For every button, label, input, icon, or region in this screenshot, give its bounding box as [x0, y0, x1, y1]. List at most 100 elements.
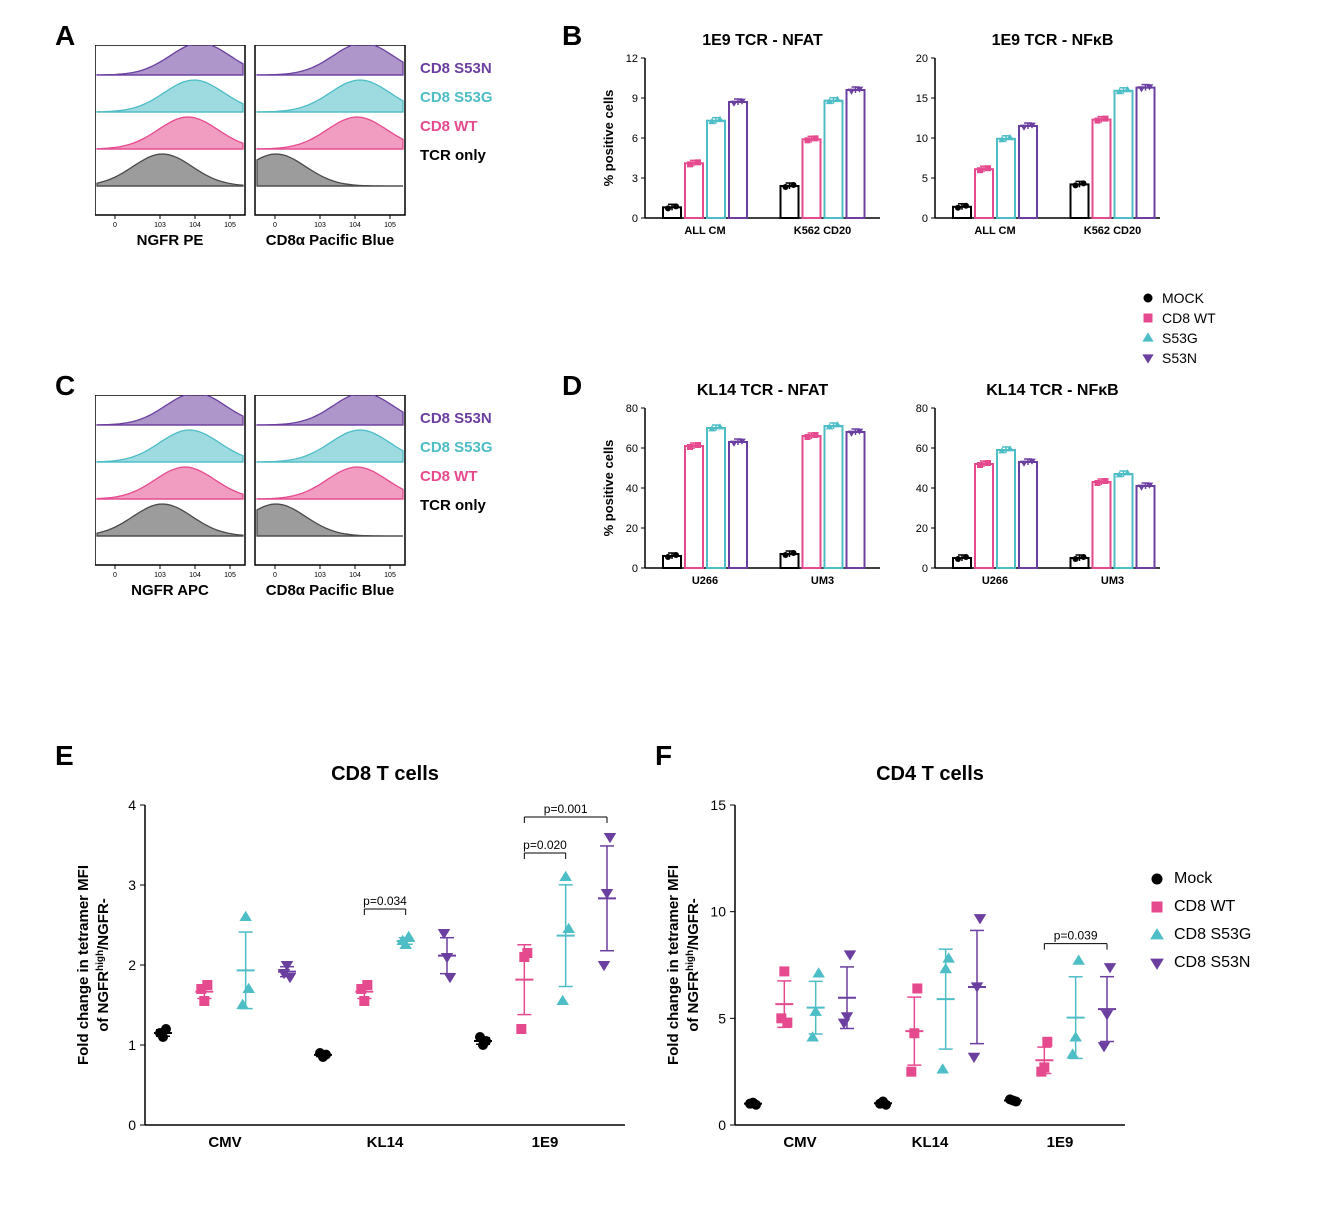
- svg-text:105: 105: [384, 222, 396, 229]
- legend-item: CD8 S53N: [420, 60, 493, 77]
- svg-text:104: 104: [189, 572, 201, 579]
- legend-item: S53N: [1140, 350, 1216, 366]
- panel-c-histograms: 0 103 104 105 0 103 104 105 NGFR APC CD8α Pacific…: [95, 395, 415, 610]
- svg-text:0: 0: [632, 563, 638, 575]
- svg-text:15: 15: [916, 93, 928, 105]
- svg-text:UM3: UM3: [811, 575, 834, 587]
- legend-item: TCR only: [420, 147, 493, 164]
- svg-text:KL14: KL14: [367, 1134, 404, 1151]
- panel-label-a: A: [55, 20, 75, 52]
- svg-text:10: 10: [916, 133, 928, 145]
- svg-text:3: 3: [128, 877, 136, 893]
- svg-text:K562 CD20: K562 CD20: [794, 225, 851, 237]
- svg-text:104: 104: [349, 222, 361, 229]
- svg-text:CD8 T cells: CD8 T cells: [331, 763, 439, 785]
- svg-text:0: 0: [273, 222, 277, 229]
- svg-text:103: 103: [314, 222, 326, 229]
- panel-c-legend: CD8 S53N CD8 S53G CD8 WT TCR only: [420, 410, 493, 526]
- svg-text:NGFR APC: NGFR APC: [131, 582, 209, 599]
- legend-item: CD8 WT: [420, 468, 493, 485]
- legend-item: CD8 WT: [1148, 898, 1251, 916]
- svg-text:105: 105: [224, 572, 236, 579]
- legend-item: CD8 S53N: [1148, 954, 1251, 972]
- svg-text:Fold change in tetramer MFI: Fold change in tetramer MFI: [665, 865, 682, 1065]
- panel-b-charts: 1E9 TCR - NFAT036912ALL CMK562 CD20% pos…: [600, 30, 1160, 265]
- legend-item: CD8 WT: [1140, 310, 1216, 326]
- svg-text:4: 4: [128, 797, 136, 813]
- svg-text:80: 80: [916, 403, 928, 415]
- svg-text:20: 20: [916, 523, 928, 535]
- svg-text:p=0.039: p=0.039: [1054, 929, 1098, 943]
- svg-text:105: 105: [224, 222, 236, 229]
- legend-item: MOCK: [1140, 290, 1216, 306]
- scatter-legend: Mock CD8 WT CD8 S53G CD8 S53N: [1148, 870, 1251, 982]
- legend-item: CD8 S53N: [420, 410, 493, 427]
- svg-text:CD8α Pacific Blue: CD8α Pacific Blue: [266, 232, 394, 249]
- svg-text:20: 20: [626, 523, 638, 535]
- svg-text:40: 40: [626, 483, 638, 495]
- svg-text:9: 9: [632, 93, 638, 105]
- svg-text:UM3: UM3: [1101, 575, 1124, 587]
- svg-text:5: 5: [718, 1010, 726, 1026]
- svg-text:p=0.001: p=0.001: [544, 802, 588, 816]
- legend-item: CD8 S53G: [1148, 926, 1251, 944]
- svg-text:5: 5: [922, 173, 928, 185]
- panel-label-d: D: [562, 370, 582, 402]
- svg-text:15: 15: [710, 797, 726, 813]
- svg-text:CMV: CMV: [208, 1134, 241, 1151]
- svg-text:U266: U266: [692, 575, 718, 587]
- svg-text:1E9: 1E9: [1047, 1134, 1074, 1151]
- svg-text:p=0.020: p=0.020: [523, 838, 567, 852]
- legend-item: TCR only: [420, 497, 493, 514]
- svg-text:40: 40: [916, 483, 928, 495]
- panel-f-chart: CD4 T cells 0 5 10 15 Fold change in tetramer…: [660, 760, 1140, 1195]
- panel-label-b: B: [562, 20, 582, 52]
- svg-text:p=0.034: p=0.034: [363, 894, 407, 908]
- svg-text:0: 0: [128, 1117, 136, 1133]
- svg-text:KL14 TCR - NFκB: KL14 TCR - NFκB: [986, 382, 1118, 399]
- svg-text:0: 0: [632, 213, 638, 225]
- svg-text:10: 10: [710, 904, 726, 920]
- svg-text:CD4 T cells: CD4 T cells: [876, 763, 984, 785]
- svg-text:1: 1: [128, 1037, 136, 1053]
- svg-text:0: 0: [922, 563, 928, 575]
- svg-text:60: 60: [916, 443, 928, 455]
- panel-d-charts: KL14 TCR - NFAT 0 20 40 60 80 U266 UM3 % positiv…: [600, 380, 1160, 615]
- svg-text:CMV: CMV: [783, 1134, 816, 1151]
- svg-text:0: 0: [718, 1117, 726, 1133]
- svg-text:103: 103: [154, 572, 166, 579]
- svg-text:0: 0: [273, 572, 277, 579]
- svg-text:KL14 TCR - NFAT: KL14 TCR - NFAT: [697, 382, 828, 399]
- svg-text:60: 60: [626, 443, 638, 455]
- svg-text:ALL CM: ALL CM: [684, 225, 725, 237]
- svg-text:NGFR PE: NGFR PE: [137, 232, 204, 249]
- svg-text:0: 0: [113, 222, 117, 229]
- svg-text:3: 3: [632, 173, 638, 185]
- svg-text:103: 103: [154, 222, 166, 229]
- svg-text:% positive cells: % positive cells: [601, 440, 616, 537]
- svg-text:ALL CM: ALL CM: [974, 225, 1015, 237]
- panel-label-c: C: [55, 370, 75, 402]
- legend-item: CD8 S53G: [420, 89, 493, 106]
- legend-item: Mock: [1148, 870, 1251, 888]
- svg-text:KL14: KL14: [912, 1134, 949, 1151]
- legend-item: CD8 WT: [420, 118, 493, 135]
- panel-a-histograms: 01031041050103104105NGFR PECD8α Pacific …: [95, 45, 415, 260]
- svg-text:20: 20: [916, 53, 928, 65]
- svg-text:12: 12: [626, 53, 638, 65]
- svg-text:1E9 TCR - NFκB: 1E9 TCR - NFκB: [992, 32, 1114, 49]
- svg-text:K562 CD20: K562 CD20: [1084, 225, 1141, 237]
- svg-text:CD8α Pacific Blue: CD8α Pacific Blue: [266, 582, 394, 599]
- legend-item: S53G: [1140, 330, 1216, 346]
- svg-text:2: 2: [128, 957, 136, 973]
- svg-text:103: 103: [314, 572, 326, 579]
- svg-text:0: 0: [113, 572, 117, 579]
- svg-text:% positive cells: % positive cells: [601, 90, 616, 187]
- svg-text:105: 105: [384, 572, 396, 579]
- svg-text:6: 6: [632, 133, 638, 145]
- svg-text:of NGFRhigh/NGFR-: of NGFRhigh/NGFR-: [685, 898, 703, 1032]
- svg-text:1E9: 1E9: [532, 1134, 559, 1151]
- svg-text:104: 104: [349, 572, 361, 579]
- bar-legend: MOCK CD8 WT S53G S53N: [1140, 290, 1216, 370]
- panel-a-legend: CD8 S53N CD8 S53G CD8 WT TCR only: [420, 60, 493, 176]
